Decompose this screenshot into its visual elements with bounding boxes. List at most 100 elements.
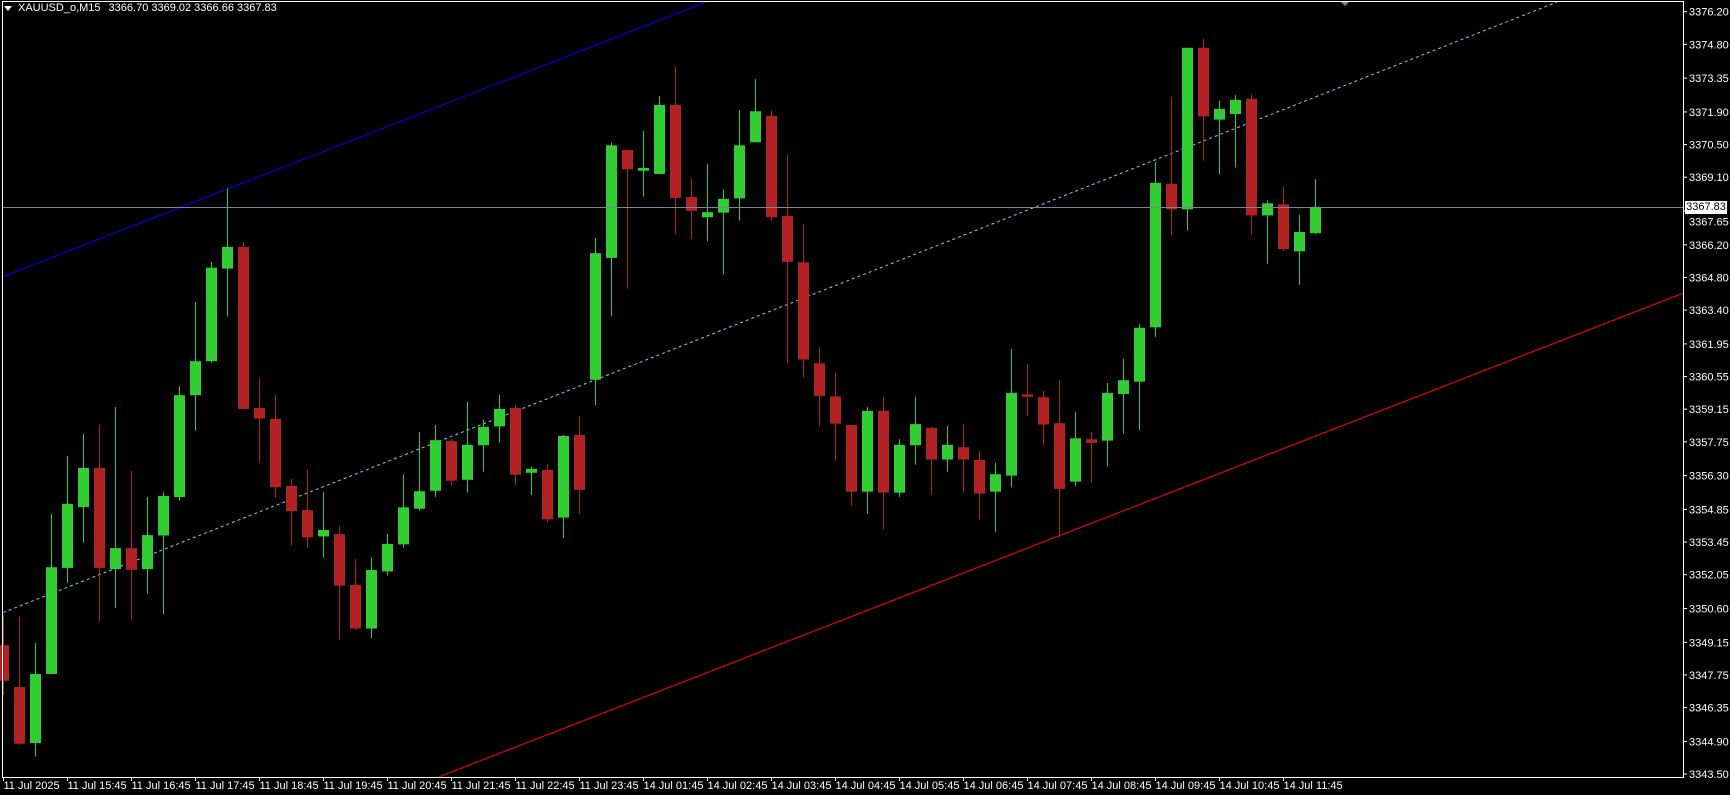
candle-bear [1278, 186, 1289, 251]
candle-bull [750, 79, 761, 143]
candle-bull [1006, 349, 1017, 488]
candle-bull [1214, 100, 1225, 175]
candle-body [350, 584, 361, 629]
dropdown-triangle-icon[interactable] [4, 5, 12, 11]
candle-bear [846, 425, 857, 506]
candle-bear [1246, 94, 1257, 235]
candle-bull [382, 534, 393, 576]
candle-bull [894, 439, 905, 497]
price-tick-label: 3359.15 [1689, 404, 1729, 416]
candle-bear [622, 149, 633, 289]
candle-body [1278, 204, 1289, 250]
ohlc-readout: 3366.70 3369.02 3366.66 3367.83 [108, 2, 277, 14]
candle-bull [718, 189, 729, 275]
candle-body [862, 410, 873, 492]
candle-body [958, 447, 969, 460]
price-tick-label: 3352.05 [1689, 570, 1729, 582]
price-tick-label: 3350.60 [1689, 603, 1729, 615]
price-tick-label: 3347.75 [1689, 670, 1729, 682]
candle-body [1006, 392, 1017, 476]
candle-bear [878, 397, 889, 530]
price-tick-label: 3369.10 [1689, 172, 1729, 184]
candle-body [1038, 397, 1049, 425]
price-axis[interactable]: 3376.20 3374.80 3373.35 3371.90 3370.50 3369.… [1683, 7, 1729, 781]
candle-bear [798, 224, 809, 378]
candle-bull [190, 301, 201, 431]
candle-body [1230, 99, 1241, 115]
candle-body [1246, 98, 1257, 216]
time-tick-label: 14 Jul 09:45 [1156, 780, 1216, 792]
candle-body [1182, 47, 1193, 210]
time-tick-label: 11 Jul 17:45 [196, 780, 255, 792]
candle-body [414, 491, 425, 509]
price-tick-label: 3360.55 [1689, 372, 1729, 384]
time-tick-label: 14 Jul 05:45 [900, 780, 960, 792]
candle-body [878, 410, 889, 493]
candle-bull [910, 396, 921, 465]
symbol-timeframe: XAUUSD_o,M15 [18, 2, 101, 14]
price-tick-label: 3357.75 [1689, 437, 1729, 449]
time-tick-label: 11 Jul 15:45 [68, 780, 127, 792]
candle-body [526, 468, 537, 473]
candle-body [990, 474, 1001, 492]
candle-body [606, 145, 617, 258]
chart-shift-marker-icon[interactable] [1341, 2, 1349, 6]
candle-bear [0, 614, 9, 695]
candle-bull [1102, 383, 1113, 467]
candle-body [926, 427, 937, 460]
candle-body [446, 441, 457, 481]
candle-bear [1054, 380, 1065, 538]
candle-body [798, 262, 809, 360]
candle-bull [1182, 47, 1193, 231]
candle-body [1294, 231, 1305, 252]
trendline-upper [2, 1, 707, 278]
candle-bear [830, 373, 841, 461]
time-tick-label: 11 Jul 19:45 [324, 780, 383, 792]
candle-bull [430, 425, 441, 497]
candle-bull [1118, 359, 1129, 434]
candle-body [222, 246, 233, 269]
trendlines [2, 1, 1684, 778]
candle-body [814, 363, 825, 396]
time-tick-label: 14 Jul 03:45 [772, 780, 832, 792]
candle-body [302, 510, 313, 538]
candle-body [638, 167, 649, 171]
candle-body [670, 104, 681, 198]
candle-body [558, 435, 569, 518]
candle-bull [654, 96, 665, 174]
candle-body [126, 548, 137, 570]
candle-bear [14, 616, 25, 745]
candle-body [1086, 439, 1097, 443]
candle-body [1150, 182, 1161, 328]
trendline-middle [2, 1, 1558, 614]
candle-bull [62, 456, 73, 583]
candle-bull [414, 432, 425, 511]
candle-bull [526, 466, 537, 495]
candle-body [1134, 327, 1145, 382]
plot-border [2, 1, 1684, 778]
candle-bear [782, 154, 793, 363]
time-tick-label: 14 Jul 08:45 [1092, 780, 1152, 792]
time-axis[interactable]: 11 Jul 2025 11 Jul 15:45 11 Jul 16:45 11 Ju… [3, 777, 1343, 792]
candle-body [430, 440, 441, 491]
candle-body [158, 495, 169, 536]
candle-bull [398, 474, 409, 548]
time-tick-label: 11 Jul 16:45 [132, 780, 191, 792]
time-tick-label: 11 Jul 22:45 [516, 780, 575, 792]
candle-body [142, 535, 153, 570]
candle-body [286, 485, 297, 512]
candle-bull [606, 142, 617, 316]
candle-body [1214, 108, 1225, 120]
candle-body [894, 444, 905, 493]
candle-body [846, 425, 857, 492]
candle-body [190, 361, 201, 396]
candle-body [30, 673, 41, 743]
candle-body [734, 145, 745, 199]
candle-bull [366, 557, 377, 639]
candle-bull [222, 188, 233, 317]
candle-body [974, 459, 985, 494]
price-tick-label: 3363.40 [1689, 305, 1729, 317]
candle-body [1102, 392, 1113, 441]
candle-bull [990, 462, 1001, 532]
